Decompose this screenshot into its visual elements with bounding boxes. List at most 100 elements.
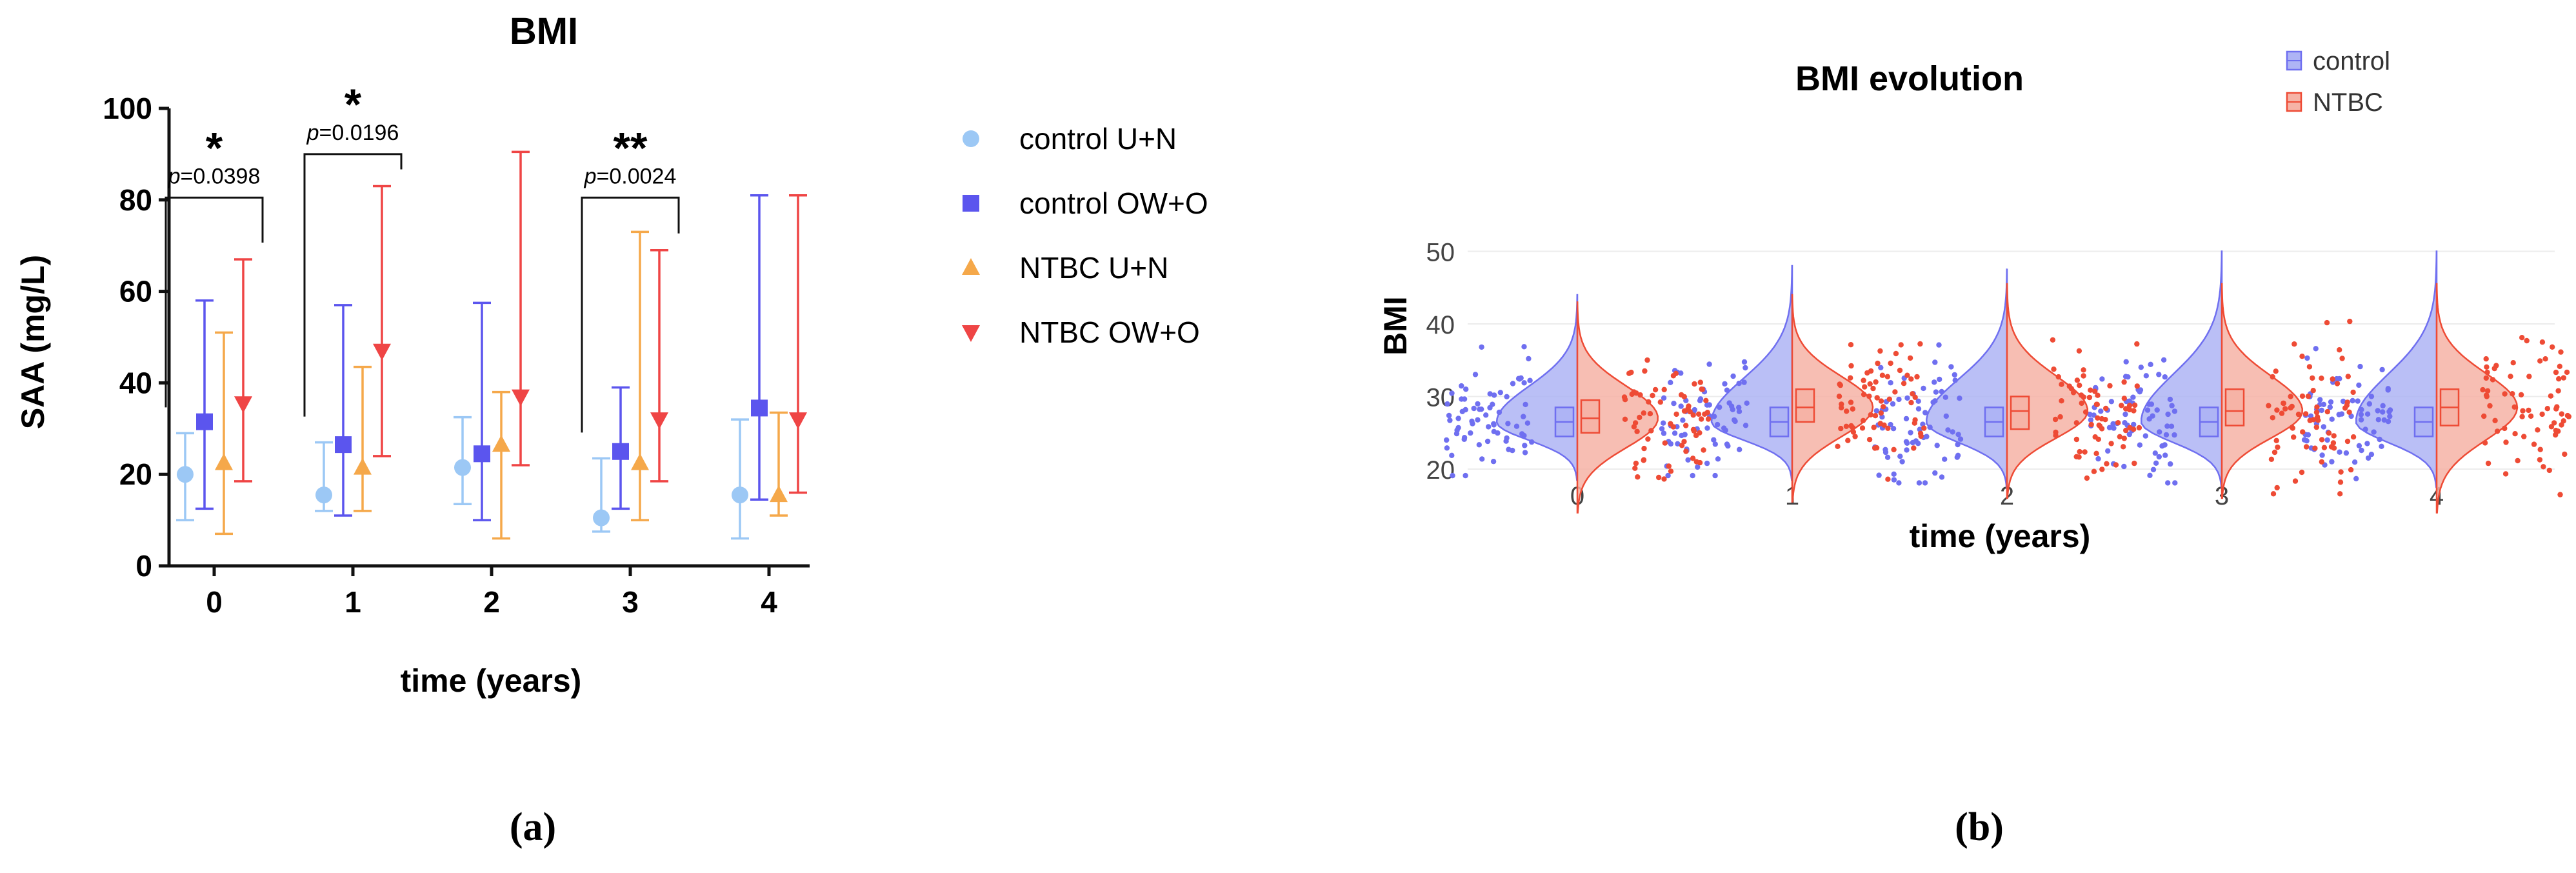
raw-point-ntbc [2337,347,2342,353]
panel-a-ytick-label: 100 [103,92,152,125]
raw-point-ntbc [1861,377,1866,383]
raw-point-ntbc [2519,335,2525,341]
raw-point-control [2153,460,2159,466]
raw-point-control [1930,399,1936,405]
raw-point-ntbc [2126,403,2133,408]
raw-point-ntbc [2510,391,2515,397]
raw-point-ntbc [1904,372,1910,378]
raw-point-control [2095,456,2101,462]
violin-half-control [1495,294,1579,481]
raw-point-control [1449,452,1455,458]
box-ntbc [2224,388,2245,426]
raw-point-ntbc [2310,388,2316,394]
raw-point-ntbc [2556,376,2562,382]
raw-point-control [1678,370,1684,376]
raw-point-control [1736,405,1742,410]
raw-point-control [1672,430,1678,436]
raw-point-control [2162,442,2168,448]
raw-point-ntbc [2337,491,2343,497]
raw-point-ntbc [1897,367,1903,374]
raw-point-ntbc [1844,408,1850,414]
raw-point-ntbc [2275,444,2281,450]
raw-point-control [1665,472,1671,479]
raw-point-control [2108,399,2115,405]
box-ntbc [1795,388,1815,423]
raw-point-control [1948,364,1954,370]
raw-point-control [1932,470,1938,476]
raw-point-ntbc [1668,468,1674,474]
point-ntbc-u-n [215,453,233,470]
raw-point-control [2375,408,2381,414]
panel-b-ytick-label: 20 [1426,456,1455,485]
point-control-ow-o [196,413,213,430]
raw-point-ntbc [2084,475,2090,481]
raw-point-control [1529,439,1535,445]
raw-point-ntbc [2091,468,2097,474]
raw-point-ntbc [1835,443,1841,449]
raw-point-ntbc [2053,429,2059,436]
raw-point-control [1476,442,1482,448]
raw-point-control [1942,394,1948,400]
raw-point-control [1453,430,1460,437]
raw-point-ntbc [1893,350,1899,357]
raw-point-ntbc [2108,441,2114,447]
raw-point-control [1904,395,1910,401]
raw-point-control [2142,433,2148,439]
raw-point-control [2339,411,2345,417]
raw-point-control [1704,402,1710,408]
p-value-prefix: p [306,121,319,145]
raw-point-control [1712,472,1718,479]
raw-point-control [2138,365,2144,370]
panel-a-xtick-label: 0 [206,585,223,619]
raw-point-ntbc [1907,355,1913,361]
raw-point-control [2333,376,2340,382]
raw-point-ntbc [2485,460,2491,467]
raw-point-ntbc [2339,356,2345,361]
raw-point-control [2350,397,2355,404]
point-control-u-n [315,487,332,504]
raw-point-control [1932,379,1937,385]
point-control-u-n [177,466,194,483]
raw-point-control [1479,456,1485,462]
legend-label: control OW+O [1019,186,1208,220]
raw-point-control [2359,447,2364,454]
raw-point-ntbc [1661,386,1667,392]
raw-point-ntbc [2292,478,2299,484]
raw-point-ntbc [1873,445,1880,451]
raw-point-control [2088,417,2094,423]
raw-point-control [1680,417,1686,423]
legend-label: NTBC U+N [1019,251,1168,285]
legend-label: control [2313,47,2390,75]
raw-point-control [2169,403,2175,408]
raw-point-ntbc [1661,476,1667,482]
raw-point-control [2164,423,2170,429]
raw-point-ntbc [2558,349,2564,355]
raw-point-ntbc [1859,425,1866,431]
raw-point-ntbc [2271,449,2278,456]
raw-point-ntbc [2548,393,2554,399]
raw-point-ntbc [2330,440,2337,446]
raw-point-control [1939,388,1944,395]
raw-point-ntbc [2310,417,2317,423]
raw-point-ntbc [2483,356,2489,362]
raw-point-control [1922,410,1928,416]
raw-point-ntbc [2518,392,2524,397]
raw-point-ntbc [2557,363,2562,369]
raw-point-ntbc [1874,395,1880,401]
raw-point-ntbc [1705,416,1712,422]
raw-point-ntbc [1632,465,1638,471]
raw-point-control [2098,408,2104,414]
raw-point-control [2381,417,2387,423]
raw-point-control [2121,463,2127,470]
raw-point-control [1908,430,1913,436]
raw-point-control [1668,379,1673,385]
raw-point-ntbc [1646,399,1652,405]
raw-point-control [1936,342,1942,348]
raw-point-ntbc [1868,412,1873,417]
raw-point-control [1483,412,1489,418]
raw-point-ntbc [1884,374,1890,379]
raw-point-ntbc [2127,425,2133,431]
raw-point-control [2168,461,2173,467]
raw-point-control [1950,429,1955,435]
raw-point-ntbc [1662,440,1668,446]
